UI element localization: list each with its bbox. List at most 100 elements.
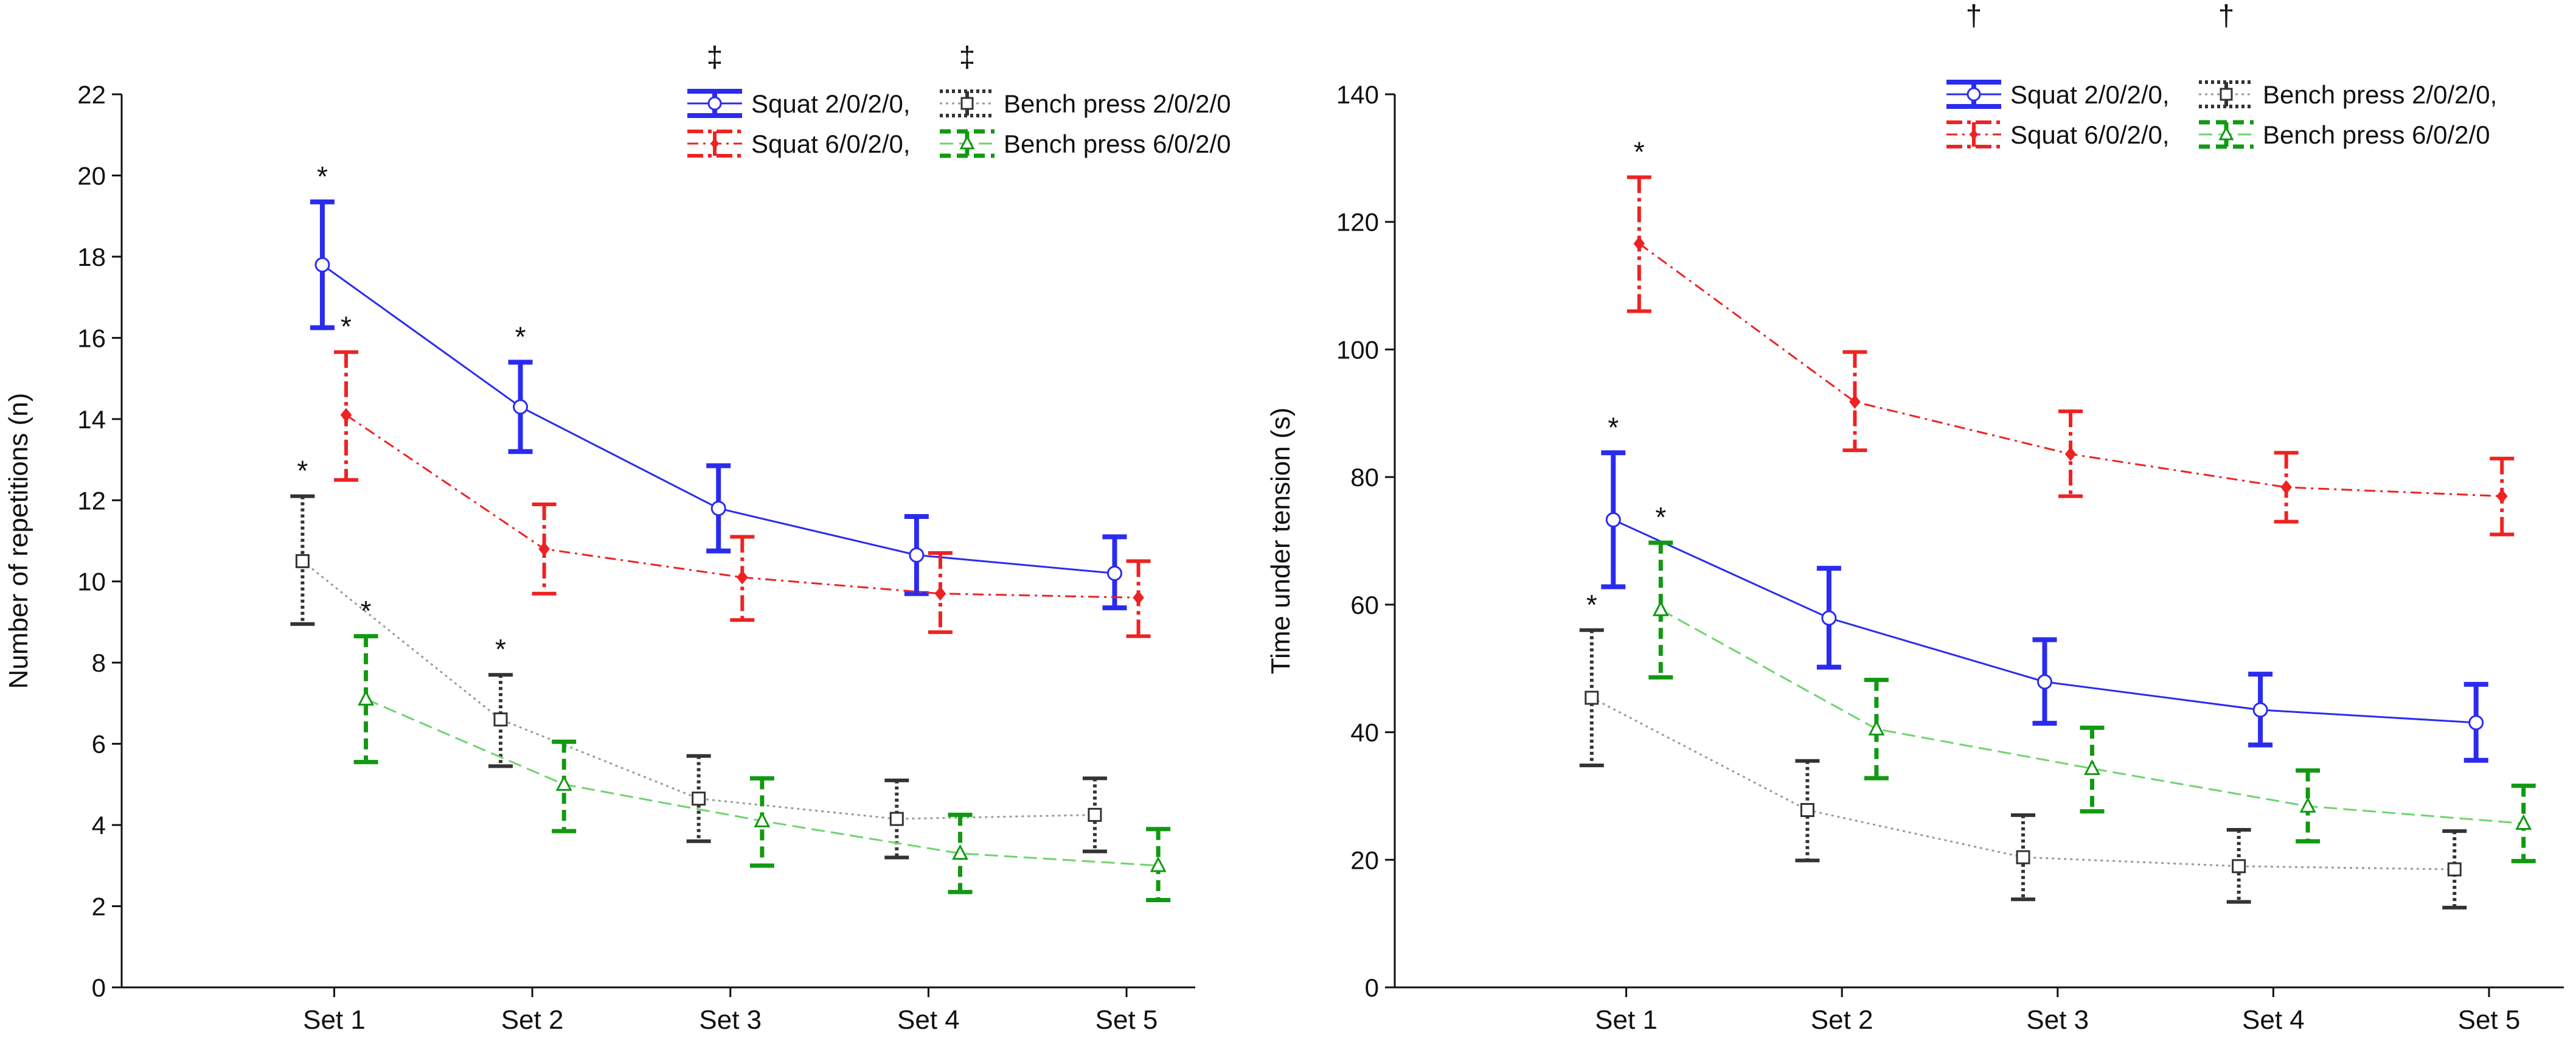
legend-item-4: Bench press 6/0/2/0 (940, 129, 1231, 158)
data-point (2299, 796, 2316, 813)
data-point (692, 791, 706, 806)
data-point (1633, 236, 1645, 251)
significance-marker: * (1634, 136, 1645, 167)
data-point (1800, 802, 1814, 817)
legend-label: Bench press 2/0/2/0 (1004, 89, 1231, 118)
legend-marker (710, 138, 719, 149)
y-axis-label: Time under tension (s) (1266, 408, 1296, 675)
legend-marker (959, 134, 975, 150)
series-2: * (1626, 136, 2515, 537)
chart-panel-1: 0 2 4 6 8 10 12 14 16 18 20 22 Set 1 Set 2 Set 3 Set 4 S… (4, 41, 1231, 1035)
y-tick-label: 20 (1350, 846, 1379, 874)
data-point (934, 586, 946, 601)
y-tick-label: 0 (92, 973, 106, 1002)
legend-marker (960, 97, 974, 110)
data-point (340, 408, 352, 422)
data-point (710, 501, 726, 517)
y-tick-label: 6 (92, 730, 106, 759)
data-point (1652, 600, 1669, 616)
data-point (1585, 690, 1599, 705)
data-point (538, 541, 550, 556)
significance-marker: * (1586, 589, 1597, 621)
legend-marker (1970, 129, 1978, 140)
y-tick-label: 2 (92, 892, 106, 921)
series-3: * (1579, 589, 2467, 910)
data-point (493, 712, 508, 727)
legend-item-3: Bench press 2/0/2/0 (940, 89, 1231, 118)
data-point (2232, 859, 2246, 874)
legend-label: Bench press 2/0/2/0, (2263, 80, 2497, 109)
legend-item-3: Bench press 2/0/2/0, (2199, 80, 2497, 109)
y-tick-label: 14 (77, 405, 106, 434)
y-tick-label: 20 (77, 161, 106, 190)
data-point (1605, 512, 1621, 527)
chart-panel-2: 0 20 40 60 80 100 120 140 Set 1 Set 2 Set 3 Set 4 Se… (1266, 0, 2564, 1035)
data-point (358, 690, 375, 706)
data-point (2084, 759, 2100, 775)
x-tick-label: Set 3 (2026, 1005, 2089, 1035)
legend: Squat 2/0/2/0, Squat 6/0/2/0, Bench press … (687, 41, 1231, 158)
series-line (302, 560, 1095, 820)
series-1: ** (310, 161, 1127, 611)
legend-marker (1967, 87, 1981, 102)
x-tick-label: Set 5 (1095, 1005, 1158, 1035)
x-tick-label: Set 2 (1811, 1005, 1873, 1035)
y-tick-label: 16 (77, 324, 106, 352)
x-tick-label: Set 4 (897, 1005, 960, 1035)
y-tick-label: 22 (77, 80, 106, 109)
data-point (1821, 610, 1837, 626)
data-point (2515, 814, 2532, 830)
x-tick-label: Set 3 (699, 1005, 762, 1035)
significance-marker: * (297, 455, 308, 487)
data-point (2447, 862, 2462, 877)
legend-symbol: ‡ (707, 41, 723, 74)
series-line (1591, 697, 2455, 871)
data-point (754, 812, 771, 827)
data-point (2496, 489, 2508, 504)
legend-item-2: Squat 6/0/2/0, (1946, 120, 2170, 149)
y-axis-label: Number of repetitions (n) (4, 393, 33, 689)
x-tick-label: Set 1 (1595, 1005, 1658, 1035)
legend-label: Squat 6/0/2/0, (751, 130, 911, 158)
data-point (1088, 807, 1102, 822)
data-point (2064, 447, 2077, 461)
y-tick-label: 0 (1365, 973, 1379, 1002)
legend-item-2: Squat 6/0/2/0, (687, 130, 911, 158)
legend-item-4: Bench press 6/0/2/0 (2199, 120, 2490, 149)
legend-symbol: ‡ (959, 41, 976, 74)
legend-symbol: † (1966, 0, 1982, 32)
data-point (2016, 850, 2030, 864)
y-tick-label: 80 (1350, 463, 1379, 492)
data-point (1107, 565, 1123, 581)
data-point (737, 570, 748, 585)
data-point (1133, 590, 1144, 605)
legend: Squat 2/0/2/0, Squat 6/0/2/0, Bench press … (1946, 0, 2497, 149)
series-2: * (334, 311, 1151, 638)
data-point (952, 844, 968, 860)
legend-item-1: Squat 2/0/2/0, (687, 89, 911, 118)
x-tick-label: Set 5 (2458, 1005, 2521, 1035)
significance-marker: * (341, 311, 352, 343)
data-point (2280, 480, 2292, 495)
series-3: ** (290, 455, 1107, 860)
data-point (909, 547, 925, 563)
legend-label: Squat 2/0/2/0, (2010, 80, 2170, 109)
x-tick-label: Set 2 (501, 1005, 564, 1035)
data-point (2468, 715, 2484, 731)
data-point (2252, 702, 2268, 718)
legend-marker (707, 96, 722, 111)
series-line (1660, 608, 2524, 825)
legend-label: Squat 2/0/2/0, (751, 89, 911, 118)
legend-marker (2220, 88, 2233, 101)
y-tick-label: 60 (1350, 591, 1379, 619)
data-point (1868, 720, 1885, 736)
significance-marker: * (1608, 411, 1619, 443)
legend-label: Squat 6/0/2/0, (2010, 120, 2170, 149)
data-point (889, 812, 904, 826)
series-1: * (1601, 411, 2488, 763)
significance-marker: * (495, 633, 506, 665)
y-tick-label: 18 (77, 243, 106, 271)
legend-symbol: † (2218, 0, 2235, 32)
data-point (1150, 856, 1167, 872)
y-tick-label: 10 (77, 568, 106, 596)
